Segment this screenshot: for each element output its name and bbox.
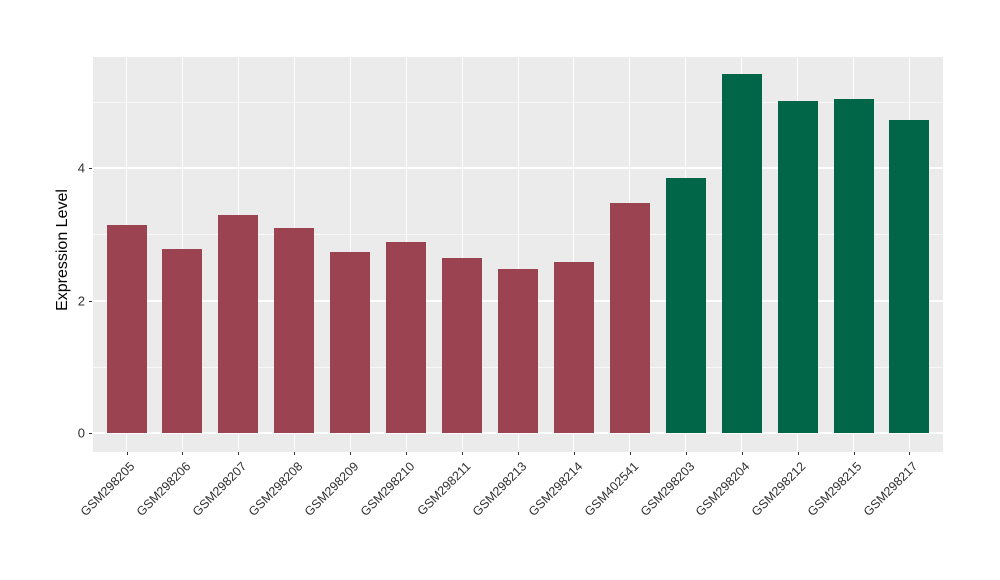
bar-GSM298210	[386, 241, 427, 434]
x-tick-GSM298208	[294, 452, 296, 455]
bar-GSM298205	[106, 224, 147, 434]
bar-GSM298209	[330, 251, 371, 434]
x-tick-GSM298209	[350, 452, 352, 455]
x-tick-GSM298204	[741, 452, 743, 455]
x-tick-label-text: GSM298205	[78, 459, 138, 519]
x-tick-GSM298206	[182, 452, 184, 455]
x-tick-GSM402541	[629, 452, 631, 455]
x-tick-GSM298214	[573, 452, 575, 455]
x-tick-label-text: GSM298214	[525, 459, 586, 519]
bar-GSM298217	[889, 119, 930, 434]
major-gridline-x-GSM298211	[461, 57, 463, 452]
y-tick-4	[89, 168, 92, 170]
x-tick-label-text: GSM298217	[861, 459, 921, 519]
bar-GSM298212	[777, 100, 818, 434]
x-tick-label-text: GSM402541	[581, 459, 642, 519]
x-tick-label-text: GSM298209	[301, 459, 362, 519]
x-tick-GSM298217	[909, 452, 911, 455]
bar-GSM298204	[721, 74, 762, 434]
bar-GSM298207	[218, 215, 259, 434]
y-tick-0	[89, 433, 92, 435]
x-tick-label-text: GSM298213	[469, 459, 530, 519]
major-gridline-x-GSM298214	[573, 57, 575, 452]
x-tick-label-text: GSM298212	[749, 459, 809, 519]
x-tick-label-text: GSM298206	[134, 459, 194, 519]
x-tick-GSM298203	[685, 452, 687, 455]
x-tick-label-text: GSM298210	[357, 459, 418, 519]
y-axis-title: Expression Level	[54, 189, 71, 311]
x-tick-GSM298210	[406, 452, 408, 455]
x-tick-label-text: GSM298215	[805, 459, 865, 519]
x-tick-GSM298211	[462, 452, 464, 455]
bar-GSM298208	[274, 227, 315, 434]
x-tick-GSM298205	[126, 452, 128, 455]
y-tick-2	[89, 300, 92, 302]
bar-GSM298211	[442, 257, 483, 434]
plot-panel	[93, 57, 943, 452]
x-tick-label-text: GSM298211	[414, 459, 474, 519]
bar-GSM298206	[162, 249, 203, 434]
y-tick-label-4: 4	[77, 160, 85, 176]
x-tick-label-text: GSM298208	[245, 459, 306, 519]
x-tick-label-text: GSM298203	[637, 459, 697, 519]
x-tick-label-text: GSM298207	[190, 459, 250, 519]
x-tick-GSM298213	[518, 452, 519, 455]
x-tick-GSM298207	[238, 452, 240, 455]
y-tick-label-2: 2	[77, 293, 85, 309]
y-tick-label-0: 0	[77, 425, 85, 441]
major-gridline-x-GSM298213	[517, 57, 519, 452]
x-tick-GSM298215	[853, 452, 855, 455]
x-tick-label-text: GSM298204	[693, 459, 753, 519]
bar-GSM298214	[553, 262, 594, 434]
bar-GSM298203	[665, 178, 706, 434]
bar-GSM298215	[833, 99, 874, 434]
x-tick-GSM298212	[797, 452, 799, 455]
bar-GSM402541	[609, 203, 650, 434]
bar-GSM298213	[498, 269, 538, 434]
